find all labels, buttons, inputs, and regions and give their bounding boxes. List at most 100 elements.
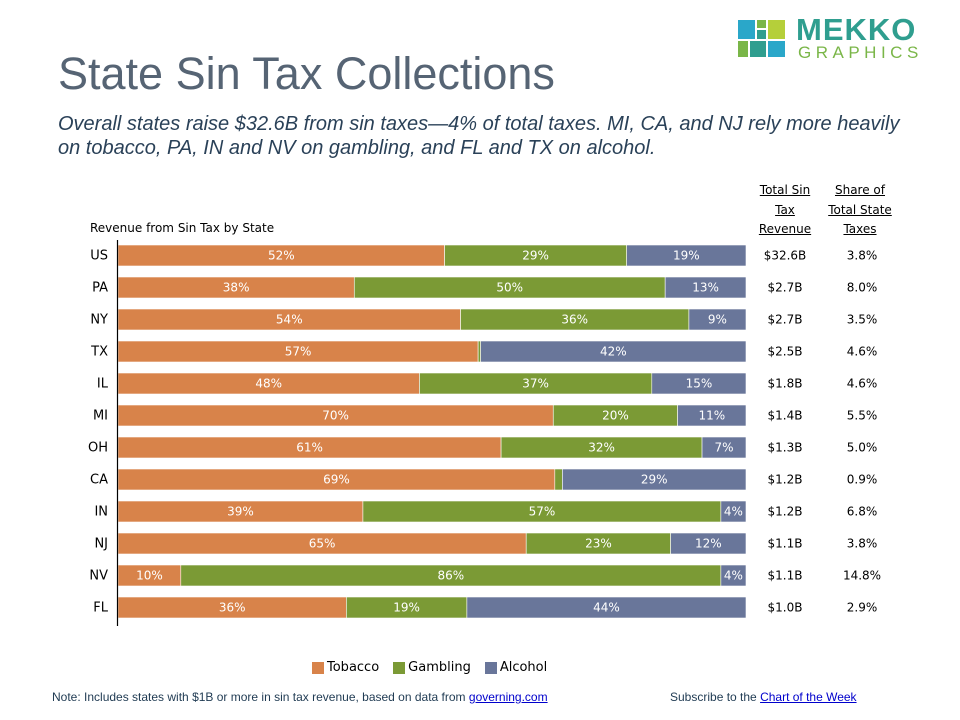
category-label-oh: OH bbox=[88, 441, 108, 456]
share-of-taxes-mi: 5.5% bbox=[847, 409, 878, 423]
bar-mi-alcohol bbox=[677, 404, 747, 427]
total-revenue-in: $1.2B bbox=[768, 505, 803, 519]
bar-label-fl-tobacco: 36% bbox=[219, 601, 246, 615]
total-revenue-nj: $1.1B bbox=[768, 537, 803, 551]
footnote: Note: Includes states with $1B or more i… bbox=[52, 690, 548, 704]
bar-tx-alcohol bbox=[480, 340, 747, 363]
share-of-taxes-pa: 8.0% bbox=[847, 281, 878, 295]
bar-ca-gambling bbox=[554, 468, 563, 491]
share-of-taxes-fl: 2.9% bbox=[847, 601, 878, 615]
bar-label-il-tobacco: 48% bbox=[255, 377, 282, 391]
total-revenue-pa: $2.7B bbox=[768, 281, 803, 295]
share-of-taxes-nj: 3.8% bbox=[847, 537, 878, 551]
bar-label-ny-alcohol: 9% bbox=[708, 313, 727, 327]
bar-nj-alcohol bbox=[670, 532, 747, 555]
chart-of-the-week-link[interactable]: Chart of the Week bbox=[760, 690, 857, 704]
total-revenue-il: $1.8B bbox=[768, 377, 803, 391]
legend-label-gambling: Gambling bbox=[408, 660, 471, 675]
bar-label-in-gambling: 57% bbox=[529, 505, 556, 519]
mekko-logo: MEKKO GRAPHICS bbox=[738, 12, 938, 62]
bar-label-nj-alcohol: 12% bbox=[695, 537, 722, 551]
bar-label-nv-tobacco: 10% bbox=[136, 569, 163, 583]
category-label-il: IL bbox=[97, 377, 109, 392]
logo-mark-icon bbox=[738, 20, 785, 57]
bar-label-tx-tobacco: 57% bbox=[285, 345, 312, 359]
bar-label-il-alcohol: 15% bbox=[686, 377, 713, 391]
category-label-pa: PA bbox=[92, 281, 108, 296]
page-subtitle: Overall states raise $32.6B from sin tax… bbox=[58, 113, 900, 159]
bar-label-us-tobacco: 52% bbox=[268, 249, 295, 263]
bar-label-in-tobacco: 39% bbox=[227, 505, 254, 519]
bar-label-mi-alcohol: 11% bbox=[698, 409, 725, 423]
bar-label-pa-tobacco: 38% bbox=[223, 281, 250, 295]
bar-in-alcohol bbox=[720, 500, 747, 523]
category-label-mi: MI bbox=[93, 409, 108, 424]
legend-swatch-alcohol bbox=[484, 661, 497, 674]
bar-label-fl-alcohol: 44% bbox=[593, 601, 620, 615]
chart-title: Revenue from Sin Tax by State bbox=[90, 221, 275, 235]
governing-link[interactable]: governing.com bbox=[468, 690, 548, 704]
bar-label-us-alcohol: 19% bbox=[673, 249, 700, 263]
bar-label-mi-tobacco: 70% bbox=[322, 409, 349, 423]
legend-item-tobacco: Tobacco bbox=[312, 660, 379, 675]
share-of-taxes-ny: 3.5% bbox=[847, 313, 878, 327]
bar-label-fl-gambling: 19% bbox=[393, 601, 420, 615]
total-revenue-header: Total Sin Tax Revenue bbox=[758, 183, 812, 236]
category-label-fl: FL bbox=[93, 601, 108, 616]
total-revenue-tx: $2.5B bbox=[768, 345, 803, 359]
total-revenue-fl: $1.0B bbox=[768, 601, 803, 615]
bar-pa-alcohol bbox=[664, 276, 747, 299]
subscribe-text: Subscribe to the bbox=[670, 690, 761, 704]
category-label-us: US bbox=[90, 249, 108, 264]
bar-label-ca-alcohol: 29% bbox=[641, 473, 668, 487]
bar-label-il-gambling: 37% bbox=[522, 377, 549, 391]
legend-item-gambling: Gambling bbox=[393, 660, 471, 675]
bar-tx-gambling bbox=[477, 340, 481, 363]
category-label-nv: NV bbox=[89, 569, 108, 584]
logo-text-graphics: GRAPHICS bbox=[798, 43, 923, 62]
legend-label-tobacco: Tobacco bbox=[327, 660, 380, 675]
total-revenue-ny: $2.7B bbox=[768, 313, 803, 327]
share-of-taxes-us: 3.8% bbox=[847, 249, 878, 263]
total-revenue-nv: $1.1B bbox=[768, 569, 803, 583]
share-of-taxes-ca: 0.9% bbox=[847, 473, 878, 487]
bar-label-in-alcohol: 4% bbox=[724, 505, 743, 519]
bar-label-mi-gambling: 20% bbox=[602, 409, 629, 423]
category-label-ca: CA bbox=[90, 473, 108, 488]
bar-label-tx-alcohol: 42% bbox=[600, 345, 627, 359]
footnote-text: Note: Includes states with $1B or more i… bbox=[52, 690, 469, 704]
bar-label-nv-alcohol: 4% bbox=[724, 569, 743, 583]
logo-text-mekko: MEKKO bbox=[796, 12, 917, 47]
category-label-ny: NY bbox=[90, 313, 108, 328]
bar-label-ny-tobacco: 54% bbox=[276, 313, 303, 327]
chart-legend: Tobacco Gambling Alcohol bbox=[312, 660, 561, 675]
share-of-taxes-in: 6.8% bbox=[847, 505, 878, 519]
bar-ca-alcohol bbox=[562, 468, 747, 491]
bar-label-nv-gambling: 86% bbox=[438, 569, 465, 583]
page-title: State Sin Tax Collections bbox=[58, 48, 555, 99]
share-of-taxes-header: Share of Total State Taxes bbox=[828, 183, 892, 236]
share-of-taxes-il: 4.6% bbox=[847, 377, 878, 391]
bar-label-oh-gambling: 32% bbox=[588, 441, 615, 455]
legend-swatch-gambling bbox=[393, 661, 406, 674]
share-of-taxes-oh: 5.0% bbox=[847, 441, 878, 455]
total-revenue-us: $32.6B bbox=[764, 249, 807, 263]
bar-nv-alcohol bbox=[720, 564, 747, 587]
legend-label-alcohol: Alcohol bbox=[499, 660, 548, 675]
bar-il-alcohol bbox=[651, 372, 747, 395]
bar-label-pa-gambling: 50% bbox=[496, 281, 523, 295]
bar-us-alcohol bbox=[626, 244, 747, 267]
category-label-nj: NJ bbox=[94, 537, 108, 552]
bar-label-oh-tobacco: 61% bbox=[296, 441, 323, 455]
bar-oh-alcohol bbox=[701, 436, 747, 459]
bar-label-ny-gambling: 36% bbox=[561, 313, 588, 327]
bar-ny-alcohol bbox=[688, 308, 747, 331]
bar-fl-alcohol bbox=[466, 596, 747, 619]
subscribe-note: Subscribe to the Chart of the Week bbox=[670, 690, 857, 704]
bar-label-ca-tobacco: 69% bbox=[323, 473, 350, 487]
category-label-in: IN bbox=[94, 505, 108, 520]
bar-label-us-gambling: 29% bbox=[522, 249, 549, 263]
legend-swatch-tobacco bbox=[312, 661, 324, 674]
total-revenue-mi: $1.4B bbox=[768, 409, 803, 423]
